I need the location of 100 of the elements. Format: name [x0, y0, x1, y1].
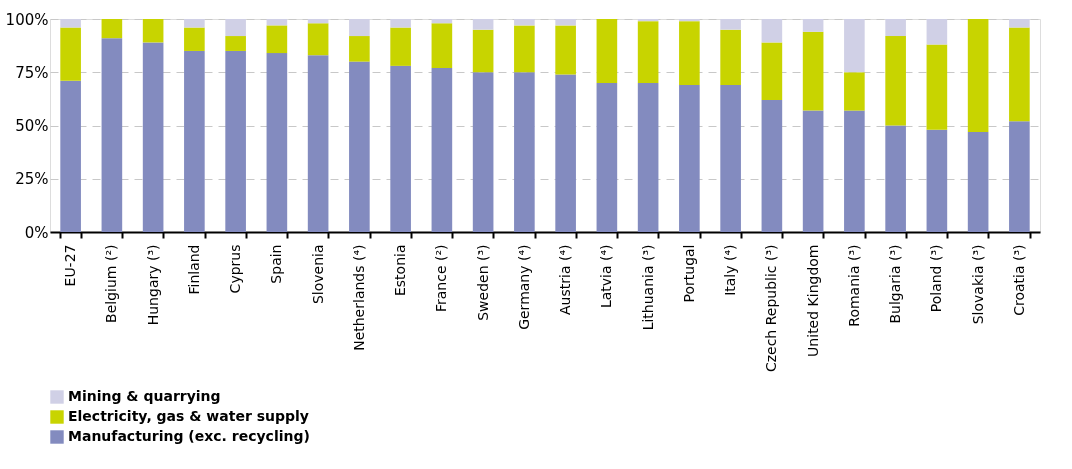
legend-label: Manufacturing (exc. recycling) — [68, 428, 310, 444]
bar — [637, 82, 659, 232]
bar — [1009, 121, 1030, 232]
x-tick-label: Austria (⁴) — [557, 244, 574, 315]
bar — [390, 19, 411, 28]
x-tick-label: Portugal — [680, 244, 697, 303]
bar — [349, 61, 370, 232]
bar — [844, 110, 865, 232]
x-tick-label: Netherlands (⁴) — [350, 244, 367, 351]
bar — [101, 19, 123, 39]
bar — [225, 36, 246, 51]
bar — [555, 74, 576, 232]
x-tick-label: Romania (³) — [845, 244, 862, 327]
x-tick-label: Spain — [268, 244, 285, 284]
bar — [266, 53, 288, 232]
bar — [266, 19, 288, 26]
bar — [555, 25, 576, 75]
y-tick-label: 75% — [15, 63, 49, 82]
bar — [101, 38, 123, 232]
legend-label: Mining & quarrying — [68, 388, 221, 404]
x-tick-label: France (²) — [433, 244, 450, 313]
bar — [349, 19, 370, 37]
bar — [555, 19, 576, 26]
bar — [431, 19, 453, 24]
bar — [679, 85, 700, 232]
bar — [60, 19, 81, 28]
bar — [802, 110, 824, 232]
bar — [885, 125, 906, 232]
bar — [307, 19, 329, 24]
bar — [514, 19, 535, 26]
x-tick-label: Italy (⁴) — [722, 244, 739, 296]
bar — [637, 19, 659, 22]
y-tick-label: 50% — [15, 117, 49, 135]
bar — [720, 29, 741, 86]
bar — [596, 82, 618, 232]
x-tick-label: Poland (³) — [928, 244, 945, 313]
bar — [1009, 27, 1030, 122]
bar — [802, 31, 824, 111]
bar — [472, 29, 494, 73]
bar — [142, 42, 164, 232]
x-tick-label: Germany (⁴) — [515, 244, 532, 330]
bar — [390, 65, 411, 232]
bar — [472, 72, 494, 232]
bar — [472, 19, 494, 30]
bar — [184, 19, 205, 28]
bar — [184, 50, 205, 232]
bar — [184, 27, 205, 51]
x-tick-label: EU-27 — [62, 244, 79, 287]
legend-label: Electricity, gas & water supply — [68, 408, 309, 424]
x-tick-label: Finland — [185, 244, 202, 295]
x-tick-label: Cyprus — [227, 244, 244, 294]
bar — [844, 72, 865, 111]
bar — [431, 23, 453, 68]
x-tick-label: Hungary (³) — [144, 244, 161, 326]
x-tick-label: United Kingdom — [804, 244, 821, 357]
bar — [720, 85, 741, 232]
bar — [926, 19, 948, 45]
x-tick-label: Sweden (³) — [474, 244, 491, 321]
bar — [761, 99, 783, 232]
bar — [1009, 19, 1030, 28]
bar — [514, 72, 535, 232]
bar — [142, 19, 164, 43]
bar — [60, 80, 81, 232]
bar — [637, 21, 659, 83]
bar — [266, 25, 288, 54]
x-tick-label: Latvia (⁴) — [598, 244, 615, 309]
x-tick-label: Bulgaria (³) — [887, 244, 904, 324]
bar — [307, 55, 329, 232]
bar — [679, 19, 700, 22]
x-tick-label: Belgium (²) — [103, 244, 120, 323]
bar — [967, 19, 989, 132]
bar — [307, 23, 329, 56]
x-tick-label: Slovakia (³) — [969, 244, 986, 325]
bar — [885, 19, 906, 37]
bar — [967, 131, 989, 232]
bar — [349, 36, 370, 62]
x-tick-label: Lithuania (³) — [639, 244, 656, 331]
bar — [720, 19, 741, 30]
x-tick-label: Croatia (³) — [1010, 244, 1027, 316]
bar — [926, 44, 948, 130]
bar — [926, 129, 948, 232]
bar — [514, 25, 535, 73]
y-tick-label: 0% — [24, 223, 49, 242]
bar — [390, 27, 411, 66]
y-tick-label: 25% — [15, 170, 49, 189]
bar — [679, 21, 700, 86]
bar — [596, 19, 618, 83]
x-tick-label: Slovenia — [309, 244, 326, 305]
bar — [885, 36, 906, 126]
bar — [761, 42, 783, 100]
bar — [431, 67, 453, 232]
x-tick-label: Estonia — [392, 244, 409, 297]
x-tick-label: Czech Republic (³) — [763, 244, 780, 373]
bar — [844, 19, 865, 73]
bar — [225, 50, 246, 232]
bar — [225, 19, 246, 37]
y-tick-label: 100% — [5, 10, 49, 29]
bar — [761, 19, 783, 43]
bar — [60, 27, 81, 81]
bar — [802, 19, 824, 32]
